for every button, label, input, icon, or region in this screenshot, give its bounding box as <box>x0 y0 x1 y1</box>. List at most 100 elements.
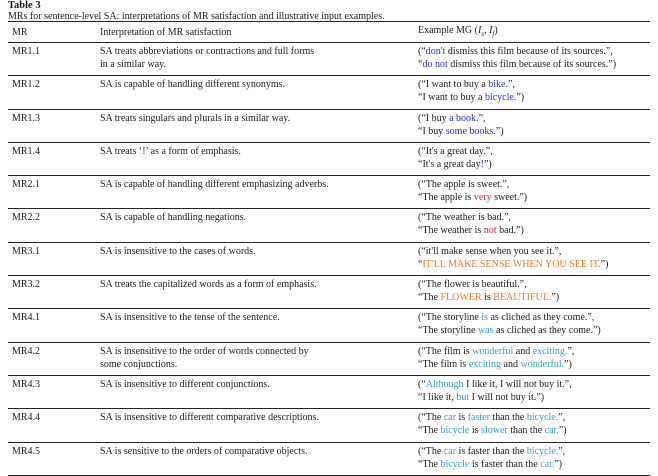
example-text: dismiss this film because of its sources… <box>445 46 613 57</box>
mr-id: MR2.1 <box>8 175 96 210</box>
example-text: (“It's a great day.”, <box>418 145 493 157</box>
example-text: ”, <box>507 79 515 91</box>
mr-id: MR4.2 <box>8 342 96 376</box>
highlighted-text: bicycle. <box>526 412 559 424</box>
mr-table: MR Interpretation of MR satisfaction Exa… <box>8 21 650 476</box>
highlighted-text: very <box>473 192 492 204</box>
mr-id: MR1.1 <box>8 42 96 77</box>
example-text: and <box>501 358 521 370</box>
interpretation-line: SA treats ‘!’ as a form of emphasis. <box>100 145 241 157</box>
interpretation: SA is sensitive to the orders of compara… <box>96 442 414 476</box>
example-line: (“don't dismiss this film because of its… <box>418 45 650 58</box>
example-text: (“The <box>418 412 444 424</box>
highlighted-text: BEAUTIFUL. <box>493 292 552 304</box>
example-text: “I buy <box>418 125 446 137</box>
example-line: (“I buy a book.”, <box>418 112 650 125</box>
example-line: “The film is exciting and wonderful.”) <box>418 358 650 371</box>
example-text: “It's a great day <box>418 158 481 170</box>
table-row: MR4.5 SA is sensitive to the orders of co… <box>8 442 650 476</box>
interpretation-line: SA treats the capitalized words as a for… <box>100 279 317 291</box>
example-line: (“Although I like it, I will not buy it.… <box>418 378 650 391</box>
highlighted-text: some books. <box>445 125 496 137</box>
example: (“The storyline is as cliched as they co… <box>414 308 650 343</box>
example-text: “ <box>418 59 423 70</box>
highlighted-text: not <box>483 225 497 237</box>
example-text: I like it, I will not buy it.”, <box>463 378 572 390</box>
example-text: ”) <box>554 458 563 470</box>
example: (“don't dismiss this film because of its… <box>414 42 650 77</box>
table-caption: MRs for sentence-level SA: interpretatio… <box>8 11 385 22</box>
example-text: (“The apple is sweet.”, <box>418 179 510 191</box>
highlighted-text: a book. <box>449 112 479 124</box>
example-line: “I buy some books.”) <box>418 125 650 138</box>
highlighted-text: bicycle. <box>484 92 517 104</box>
example-text: than the <box>507 425 545 437</box>
example: (“It's a great day.”, “It's a great day!”… <box>414 142 650 177</box>
highlighted-text: car. <box>540 458 555 470</box>
example-line: (“The apple is sweet.”, <box>418 178 650 191</box>
example-line: “The bicycle is slower than the car.”) <box>418 424 650 437</box>
example-line: “I want to buy a bicycle.”) <box>418 91 650 104</box>
example-text: is faster than the <box>456 445 527 457</box>
highlighted-text: is <box>481 312 488 324</box>
example-text: “I want to buy a <box>418 92 485 104</box>
example-text: “The <box>418 425 441 437</box>
highlighted-text: but <box>456 391 470 403</box>
example-text: (“I buy <box>418 112 450 124</box>
example: (“it'll make sense when you see it.”, “IT… <box>414 242 650 277</box>
example-text: ”) <box>558 425 567 437</box>
example-text: and <box>513 345 533 357</box>
example-text: (“it'll make sense when you see it.”, <box>418 245 562 257</box>
example-line: (“I want to buy a bike.”, <box>418 78 650 91</box>
highlighted-text: Although <box>425 378 464 390</box>
example-text: “The <box>418 292 441 304</box>
highlighted-text: ! <box>480 158 484 170</box>
example-text: sweet.”) <box>491 192 528 204</box>
example-text: ”, <box>558 445 566 457</box>
example-text: (“The flower is beautiful.”, <box>418 279 527 291</box>
example-line: (“The storyline is as cliched as they co… <box>418 311 650 324</box>
example-text: ”) <box>483 158 492 170</box>
highlighted-text: don't <box>425 46 446 57</box>
interpretation-line: SA is capable of handling negations. <box>100 212 247 224</box>
interpretation-line: SA is insensitive to different conjuncti… <box>100 378 270 390</box>
highlighted-text: IT'LL MAKE SENSE WHEN YOU SEE IT. <box>422 258 601 270</box>
example: (“The film is wonderful and exciting.”, “… <box>414 342 650 376</box>
highlighted-text: bicycle <box>440 458 470 470</box>
table-row: MR1.1 SA treats abbreviations or contract… <box>8 42 650 77</box>
table-row: MR2.2 SA is capable of handling negations… <box>8 208 650 243</box>
highlighted-text: bicycle. <box>526 445 559 457</box>
example-text: (“The <box>418 445 444 457</box>
example-line: “The storyline was as cliched as they co… <box>418 324 650 337</box>
example-text: ”) <box>600 258 609 270</box>
example-text: ”, <box>558 412 566 424</box>
interpretation: SA is insensitive to the order of words … <box>96 342 414 376</box>
table-row: MR1.4 SA treats ‘!’ as a form of emphasis… <box>8 142 650 177</box>
interpretation-line: SA treats abbreviations or contractions … <box>100 46 315 57</box>
interpretation: SA treats abbreviations or contractions … <box>96 42 414 77</box>
interpretation-line: in a similar way. <box>100 59 167 70</box>
header-mr: MR <box>8 21 96 43</box>
interpretation-line: SA is insensitive to the cases of words. <box>100 245 256 257</box>
example-text: I will not buy it.”) <box>469 391 545 403</box>
header-interpretation: Interpretation of MR satisfaction <box>96 21 414 43</box>
mr-id: MR4.1 <box>8 308 96 343</box>
interpretation: SA is capable of handling negations. <box>96 208 414 243</box>
example-text: “The storyline <box>418 325 478 337</box>
interpretation-line: SA treats singulars and plurals in a sim… <box>100 112 291 124</box>
example-text: (“The weather is bad.”, <box>418 212 512 224</box>
example-line: “The bicycle is faster than the car.”) <box>418 458 650 471</box>
example-text: is faster than the <box>469 458 541 470</box>
example-text: “The weather is <box>418 225 484 237</box>
highlighted-text: wonderful. <box>520 358 565 370</box>
example-line: “The weather is not bad.”) <box>418 224 650 237</box>
table-row: MR3.2 SA treats the capitalized words as … <box>8 275 650 310</box>
example-text: (“The storyline <box>418 312 482 324</box>
example-line: “The FLOWER is BEAUTIFUL.”) <box>418 291 650 304</box>
interpretation-line: SA is sensitive to the orders of compara… <box>100 445 308 457</box>
example-line: (“it'll make sense when you see it.”, <box>418 245 650 258</box>
interpretation: SA treats ‘!’ as a form of emphasis. <box>96 142 414 177</box>
interpretation: SA is insensitive to different conjuncti… <box>96 375 414 410</box>
example-text: than the <box>489 412 527 424</box>
mr-id: MR2.2 <box>8 208 96 243</box>
